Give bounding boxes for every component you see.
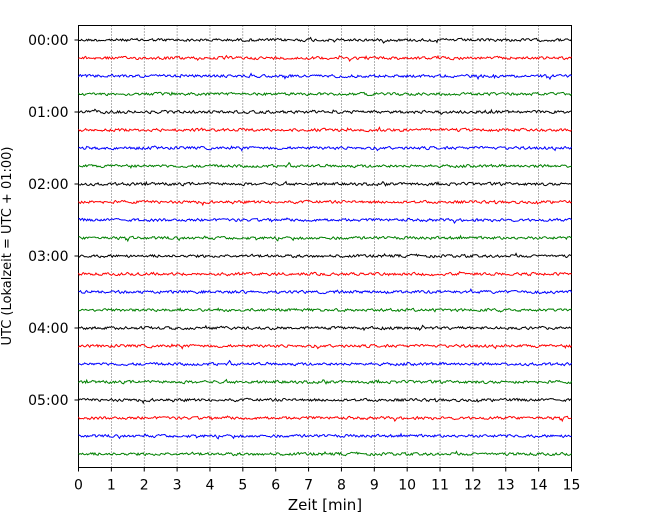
trace-0200 xyxy=(78,180,572,187)
x-tick-label-4: 4 xyxy=(206,478,215,494)
trace-0230 xyxy=(78,217,572,224)
trace-0400 xyxy=(78,324,572,332)
y-tick-label-0500: 05:00 xyxy=(28,393,68,409)
trace-0415 xyxy=(78,343,572,350)
y-tick-label-0400: 04:00 xyxy=(28,321,68,337)
x-tick-label-15: 15 xyxy=(563,478,581,494)
trace-0300 xyxy=(78,252,572,259)
x-tick-label-10: 10 xyxy=(398,478,416,494)
x-tick-label-13: 13 xyxy=(497,478,515,494)
trace-0215 xyxy=(78,199,572,207)
plot-frame xyxy=(78,25,572,468)
x-tick-label-5: 5 xyxy=(238,478,247,494)
trace-0545 xyxy=(78,450,572,457)
trace-0030 xyxy=(78,72,572,81)
y-axis-ticks: 00:00 01:00 02:00 03:00 04:00 05:00 xyxy=(28,33,79,409)
trace-0000 xyxy=(78,36,572,44)
x-tick-label-3: 3 xyxy=(173,478,182,494)
trace-0445 xyxy=(78,378,572,385)
trace-0115 xyxy=(78,126,572,133)
x-tick-label-1: 1 xyxy=(107,478,116,494)
y-tick-label-0100: 01:00 xyxy=(28,105,68,121)
trace-0430 xyxy=(78,359,572,367)
x-axis-ticks: 0 1 2 3 4 5 6 7 8 9 10 11 12 13 14 15 xyxy=(74,467,581,494)
y-axis-label: UTC (Lokalzeit = UTC + 01:00) xyxy=(0,147,15,346)
x-axis-label: Zeit [min] xyxy=(288,496,362,514)
trace-0530 xyxy=(78,432,572,440)
trace-0015 xyxy=(78,54,572,62)
x-tick-label-2: 2 xyxy=(140,478,149,494)
trace-0045 xyxy=(78,91,572,97)
x-tick-label-7: 7 xyxy=(304,478,313,494)
x-tick-label-6: 6 xyxy=(271,478,280,494)
y-tick-label-0200: 02:00 xyxy=(28,177,68,193)
x-tick-label-14: 14 xyxy=(530,478,548,494)
trace-0515 xyxy=(78,415,572,423)
traces xyxy=(78,36,572,457)
trace-0315 xyxy=(78,270,572,277)
trace-0100 xyxy=(78,108,572,116)
x-tick-label-8: 8 xyxy=(337,478,346,494)
trace-0130 xyxy=(78,145,572,152)
y-tick-label-0000: 00:00 xyxy=(28,33,68,49)
trace-0345 xyxy=(78,307,572,313)
x-tick-label-11: 11 xyxy=(431,478,449,494)
y-tick-label-0300: 03:00 xyxy=(28,249,68,265)
x-tick-label-0: 0 xyxy=(74,478,83,494)
trace-0500 xyxy=(78,397,572,405)
x-tick-label-12: 12 xyxy=(464,478,482,494)
trace-0245 xyxy=(78,234,572,243)
x-tick-label-9: 9 xyxy=(370,478,379,494)
trace-0145 xyxy=(78,161,572,170)
trace-0330 xyxy=(78,288,572,295)
